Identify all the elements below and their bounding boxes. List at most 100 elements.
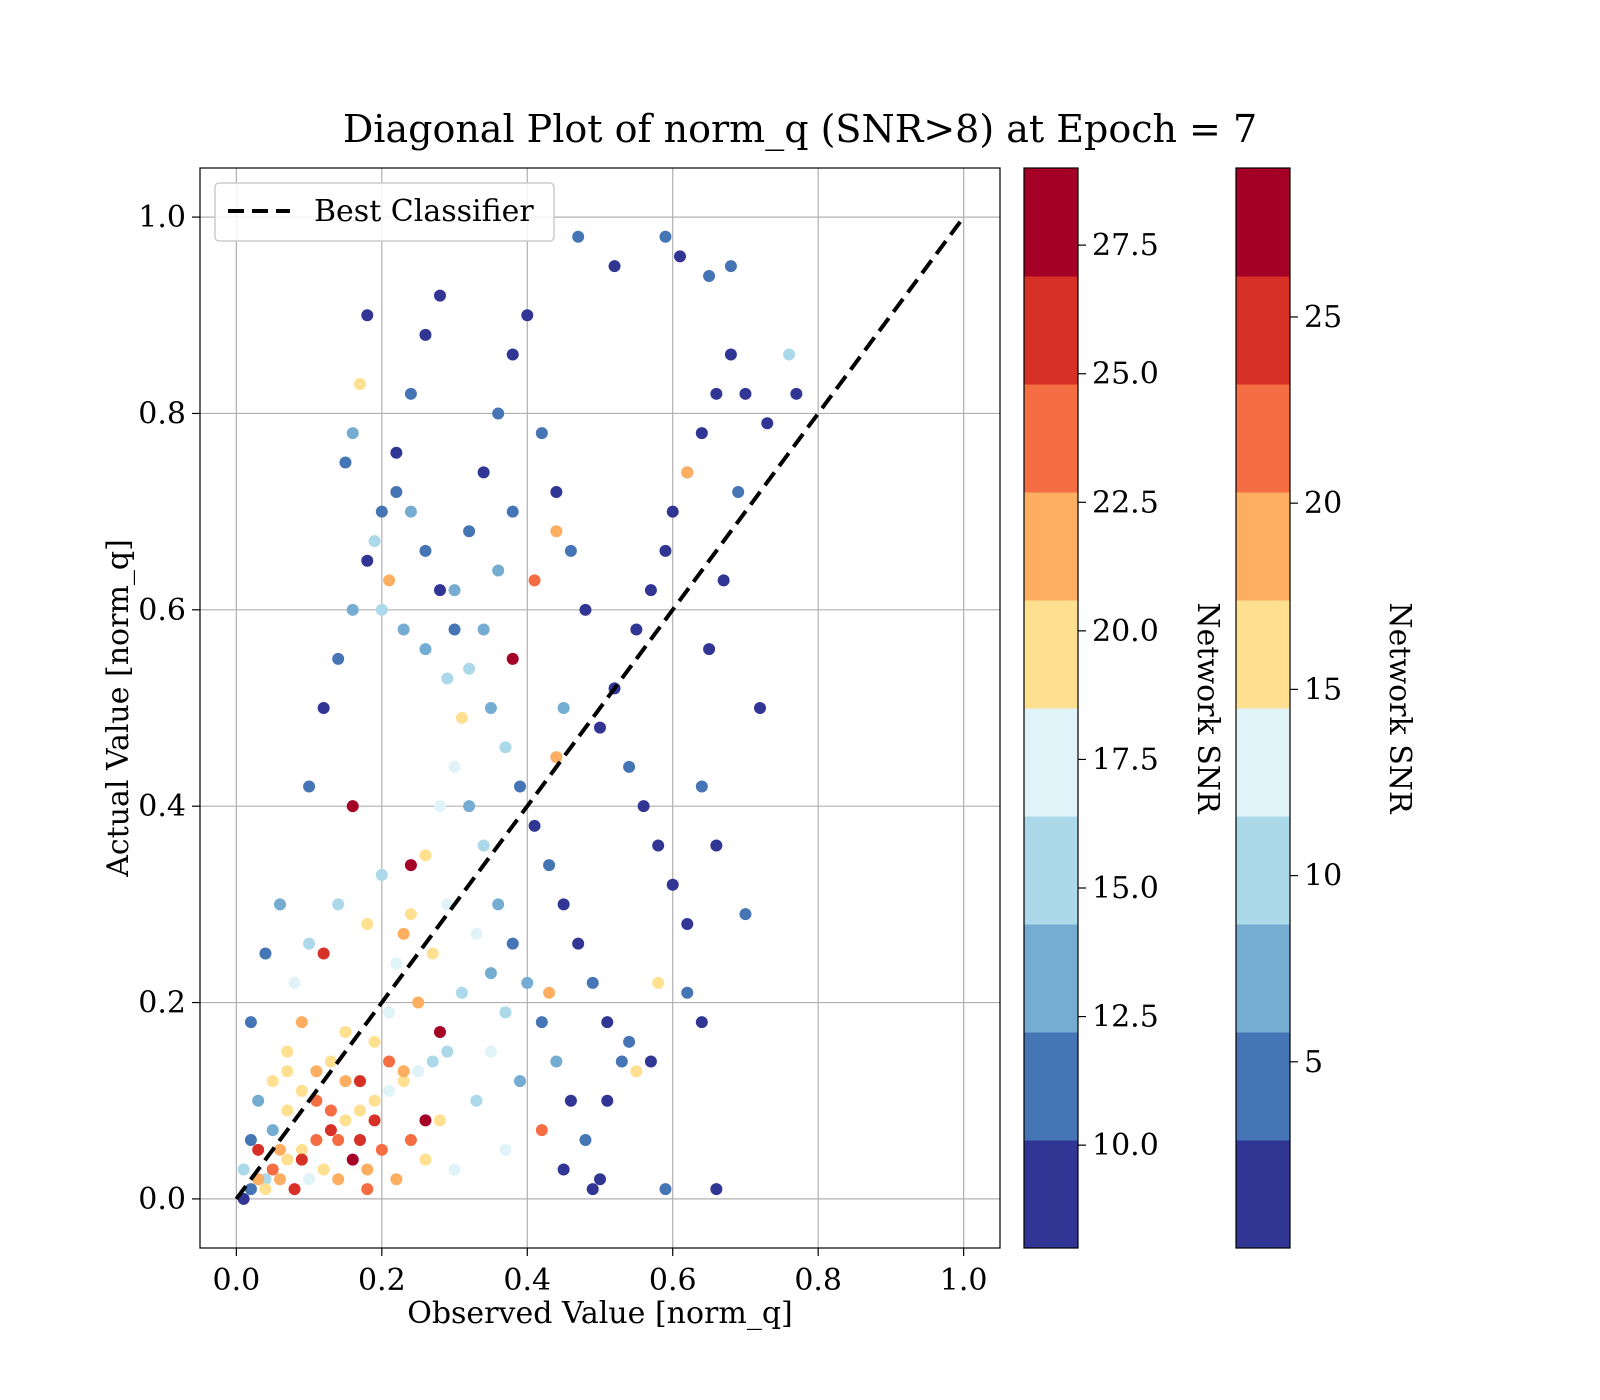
data-point <box>295 1016 308 1029</box>
best-classifier-line <box>234 215 966 1201</box>
data-point <box>506 652 519 665</box>
colorbar-tick-label: 15.0 <box>1092 871 1159 906</box>
data-point <box>550 486 563 498</box>
x-tick-label: 0.2 <box>358 1263 406 1298</box>
data-point <box>390 486 403 498</box>
data-point <box>404 505 417 518</box>
colorbar-segment <box>1024 168 1078 277</box>
y-ticks: 0.0 0.2 0.4 0.6 0.8 1.0 <box>138 200 200 1217</box>
x-tick-label: 1.0 <box>940 1263 988 1298</box>
data-point <box>630 1065 643 1078</box>
data-point <box>695 780 708 793</box>
data-point <box>281 1065 294 1078</box>
colorbar-segment <box>1024 924 1078 1033</box>
data-point <box>426 947 439 960</box>
colorbar-segment <box>1236 276 1290 385</box>
data-point <box>484 1045 497 1058</box>
data-point <box>237 1163 250 1176</box>
data-point <box>361 918 374 930</box>
data-point <box>477 839 490 852</box>
data-point <box>274 1143 286 1156</box>
data-point <box>346 427 359 440</box>
data-point <box>390 446 403 459</box>
data-point <box>368 1094 381 1107</box>
data-point <box>499 1143 512 1156</box>
data-point <box>601 1094 614 1107</box>
colorbar-segment <box>1236 1032 1290 1141</box>
data-point <box>375 505 388 518</box>
data-point <box>754 702 766 714</box>
data-point <box>441 672 454 685</box>
data-point <box>339 456 352 469</box>
data-point <box>521 309 534 322</box>
data-point <box>543 859 556 872</box>
data-point <box>317 1163 330 1176</box>
data-point <box>535 1124 548 1137</box>
data-point <box>397 927 410 940</box>
legend-box <box>214 182 555 242</box>
data-point <box>724 260 737 273</box>
colorbar-segment <box>1236 816 1290 925</box>
data-point <box>339 1075 352 1088</box>
data-point <box>455 711 468 724</box>
data-point <box>259 947 272 960</box>
data-point <box>339 1114 352 1127</box>
y-tick-label: 0.2 <box>138 986 186 1021</box>
legend-label: Best Classifier <box>314 194 534 229</box>
data-point <box>601 1016 614 1029</box>
data-point <box>790 387 803 400</box>
data-point <box>368 1114 381 1127</box>
data-point <box>266 1075 279 1088</box>
data-point <box>557 898 570 911</box>
data-point <box>703 643 716 656</box>
colorbar-tick-label: 20.0 <box>1092 614 1159 649</box>
data-point <box>412 1065 425 1078</box>
colorbar-segment <box>1024 708 1078 817</box>
data-point <box>528 574 541 587</box>
data-point <box>579 1134 592 1146</box>
data-point <box>274 1173 286 1186</box>
data-point <box>434 289 446 302</box>
colorbar-segment <box>1024 492 1078 601</box>
colorbar-frame <box>1235 167 1291 1249</box>
data-point <box>281 1104 294 1117</box>
colorbar-tick-label: 20 <box>1304 486 1342 521</box>
data-point <box>455 986 468 999</box>
data-point <box>303 1173 316 1186</box>
data-point <box>572 937 585 950</box>
data-point <box>244 1016 257 1029</box>
colorbar-label: Network SNR <box>1382 602 1417 815</box>
data-point <box>666 878 679 891</box>
data-point <box>317 702 330 714</box>
data-point <box>332 652 345 665</box>
data-point <box>419 544 432 557</box>
data-point <box>594 1173 606 1186</box>
data-point <box>383 1006 396 1019</box>
data-point <box>397 1075 410 1088</box>
data-point <box>434 1026 446 1038</box>
data-point <box>637 800 650 813</box>
data-point <box>477 466 490 479</box>
data-point <box>324 1124 337 1137</box>
colorbar-tick-label: 12.5 <box>1092 1000 1159 1035</box>
data-point <box>470 1094 483 1107</box>
data-point <box>404 1134 417 1146</box>
main-plot: 0.0 0.2 0.4 0.6 0.8 1.0 0.0 0.2 0.4 0.6 0.8 1.0 Ob… <box>101 167 1001 1331</box>
data-point <box>375 1143 388 1156</box>
data-point <box>659 544 672 557</box>
data-point <box>681 986 694 999</box>
data-point <box>434 1114 446 1127</box>
data-point <box>535 1016 548 1029</box>
data-point <box>448 760 461 773</box>
x-axis-label: Observed Value [norm_q] <box>407 1296 793 1331</box>
data-point <box>252 1143 265 1156</box>
data-point <box>339 1026 352 1038</box>
data-point <box>550 525 563 538</box>
data-point <box>361 1163 374 1176</box>
data-point <box>463 800 476 813</box>
chart-title: Diagonal Plot of norm_q (SNR>8) at Epoch… <box>343 107 1257 152</box>
colorbar-label: Network SNR <box>1190 602 1225 815</box>
data-point <box>295 1143 308 1156</box>
data-point <box>383 1084 396 1097</box>
colorbar-tick-label: 17.5 <box>1092 742 1159 777</box>
